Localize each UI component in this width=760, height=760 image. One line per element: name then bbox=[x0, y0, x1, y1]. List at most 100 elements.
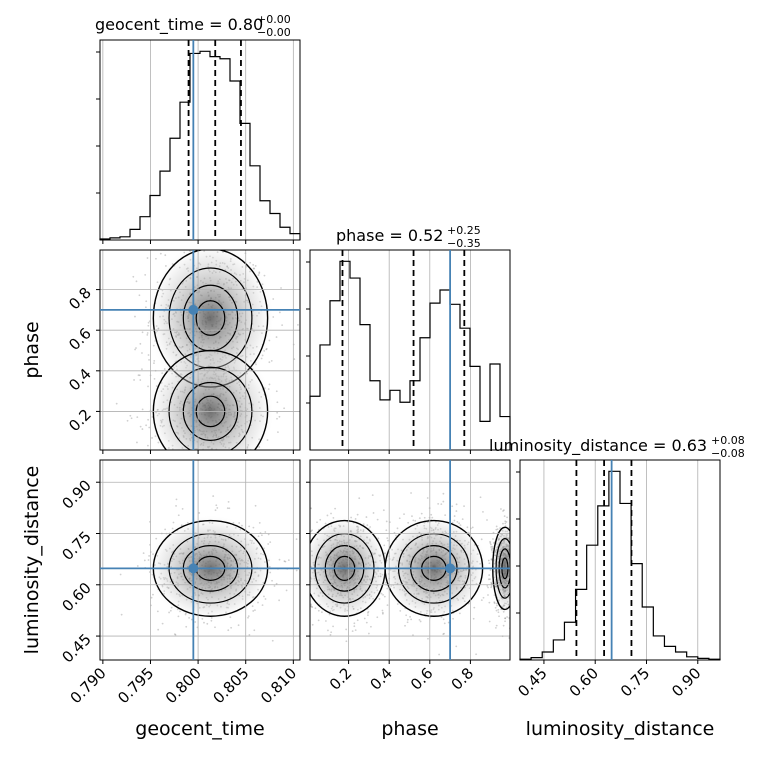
sample-point bbox=[229, 484, 231, 486]
sample-point bbox=[275, 582, 278, 585]
sample-point bbox=[319, 518, 322, 521]
sample-point bbox=[488, 574, 491, 576]
sample-point bbox=[514, 567, 516, 569]
title-phase-upper: +0.25 bbox=[447, 224, 481, 237]
sample-point bbox=[161, 622, 164, 625]
sample-point bbox=[515, 591, 517, 593]
sample-point bbox=[521, 562, 523, 564]
sample-point bbox=[511, 551, 513, 553]
sample-point bbox=[513, 545, 515, 547]
sample-point bbox=[146, 332, 149, 334]
sample-point bbox=[515, 585, 517, 587]
sample-point bbox=[517, 579, 519, 581]
sample-point bbox=[497, 611, 500, 614]
x-tick-label: 0.75 bbox=[617, 664, 653, 700]
sample-point bbox=[382, 612, 384, 615]
hist-luminosity-distance-frame bbox=[519, 459, 721, 661]
sample-point bbox=[146, 257, 149, 259]
sample-point bbox=[272, 298, 275, 300]
sample-point bbox=[306, 538, 308, 540]
sample-point bbox=[248, 633, 251, 636]
sample-point bbox=[304, 591, 306, 593]
sample-point bbox=[308, 562, 310, 564]
truth-marker bbox=[445, 563, 456, 574]
sample-point bbox=[268, 247, 270, 249]
sample-point bbox=[511, 567, 513, 569]
sample-point bbox=[277, 431, 279, 433]
hist-phase-frame bbox=[309, 249, 511, 451]
xlabel-luminosity-distance: luminosity_distance bbox=[526, 718, 715, 740]
sample-point bbox=[221, 450, 223, 452]
sample-point bbox=[514, 568, 516, 570]
sample-point bbox=[139, 379, 142, 381]
sample-point bbox=[297, 323, 299, 326]
sample-point bbox=[492, 538, 494, 540]
sample-point bbox=[495, 624, 498, 627]
sample-point bbox=[403, 513, 405, 515]
sample-point bbox=[516, 537, 518, 539]
sample-point bbox=[510, 573, 512, 575]
sample-point bbox=[305, 538, 307, 540]
sample-point bbox=[330, 512, 332, 515]
sample-point bbox=[479, 496, 482, 499]
sample-point bbox=[366, 614, 369, 617]
sample-point bbox=[511, 604, 513, 606]
sample-point bbox=[303, 552, 305, 554]
sample-point bbox=[202, 456, 204, 458]
sample-point bbox=[461, 518, 464, 520]
sample-point bbox=[221, 465, 223, 467]
sample-point bbox=[150, 596, 153, 599]
sample-point bbox=[227, 629, 230, 632]
sample-point bbox=[514, 598, 516, 600]
sample-point bbox=[235, 452, 237, 454]
sample-point bbox=[148, 359, 150, 361]
sample-point bbox=[510, 607, 512, 609]
sample-point bbox=[143, 559, 146, 562]
sample-point bbox=[512, 605, 514, 607]
sample-point bbox=[512, 573, 514, 575]
sample-point bbox=[254, 609, 256, 612]
sample-point bbox=[452, 617, 454, 620]
sample-point bbox=[510, 562, 512, 564]
sample-point bbox=[511, 582, 513, 584]
histogram-step bbox=[309, 260, 511, 450]
sample-point bbox=[513, 566, 515, 568]
sample-point bbox=[418, 618, 421, 621]
sample-point bbox=[511, 588, 513, 590]
sample-point bbox=[383, 595, 386, 598]
sample-point bbox=[203, 621, 205, 624]
sample-point bbox=[486, 519, 488, 521]
sample-point bbox=[510, 606, 512, 608]
sample-point bbox=[524, 560, 526, 562]
sample-point bbox=[495, 609, 498, 612]
sample-point bbox=[370, 625, 372, 628]
sample-point bbox=[119, 573, 122, 576]
sample-point bbox=[303, 559, 305, 561]
sample-point bbox=[297, 559, 299, 561]
sample-point bbox=[381, 609, 384, 612]
sample-point bbox=[251, 233, 253, 235]
sample-point bbox=[515, 604, 517, 606]
sample-point bbox=[177, 615, 180, 618]
y-tick-label: 0.90 bbox=[58, 476, 94, 512]
sample-point bbox=[228, 233, 230, 235]
sample-point bbox=[161, 454, 163, 456]
truth-marker bbox=[188, 563, 199, 574]
sample-point bbox=[275, 390, 278, 393]
sample-point bbox=[332, 625, 334, 628]
sample-point bbox=[228, 507, 231, 510]
sample-point bbox=[169, 609, 172, 612]
sample-point bbox=[278, 562, 280, 564]
sample-point bbox=[146, 333, 149, 336]
sample-point bbox=[254, 504, 257, 507]
sample-point bbox=[225, 468, 227, 470]
sample-point bbox=[285, 589, 288, 592]
sample-point bbox=[142, 552, 145, 555]
sample-point bbox=[281, 324, 284, 327]
sample-point bbox=[222, 478, 224, 480]
sample-point bbox=[371, 494, 374, 497]
sample-point bbox=[382, 509, 385, 512]
sample-point bbox=[221, 469, 223, 471]
sample-point bbox=[453, 515, 456, 517]
sample-point bbox=[310, 507, 313, 510]
